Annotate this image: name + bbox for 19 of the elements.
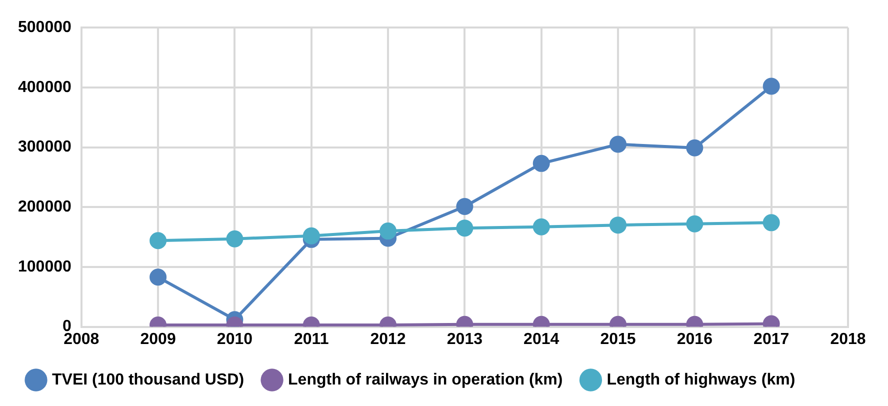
x-tick-label: 2018 — [830, 330, 866, 348]
legend-label: Length of railways in operation (km) — [288, 371, 563, 388]
y-tick-label: 300000 — [18, 138, 72, 156]
y-tick-label: 500000 — [18, 19, 72, 36]
x-tick-label: 2008 — [64, 330, 100, 348]
y-tick-label: 200000 — [18, 198, 72, 216]
x-tick-label: 2014 — [524, 330, 560, 348]
legend-label: Length of highways (km) — [606, 371, 796, 388]
x-tick-label: 2016 — [676, 330, 713, 348]
x-tick-label: 2012 — [370, 330, 406, 348]
x-tick-label: 2009 — [140, 330, 176, 348]
x-tick-label: 2013 — [446, 330, 483, 348]
x-tick-label: 2011 — [294, 330, 329, 348]
legend-label: TVEI (100 thousand USD) — [52, 371, 244, 388]
y-tick-label: 400000 — [18, 78, 72, 96]
y-tick-label: 100000 — [18, 258, 72, 276]
x-tick-label: 2015 — [600, 330, 636, 348]
x-tick-label: 2010 — [216, 330, 253, 348]
x-tick-label: 2017 — [754, 330, 790, 348]
